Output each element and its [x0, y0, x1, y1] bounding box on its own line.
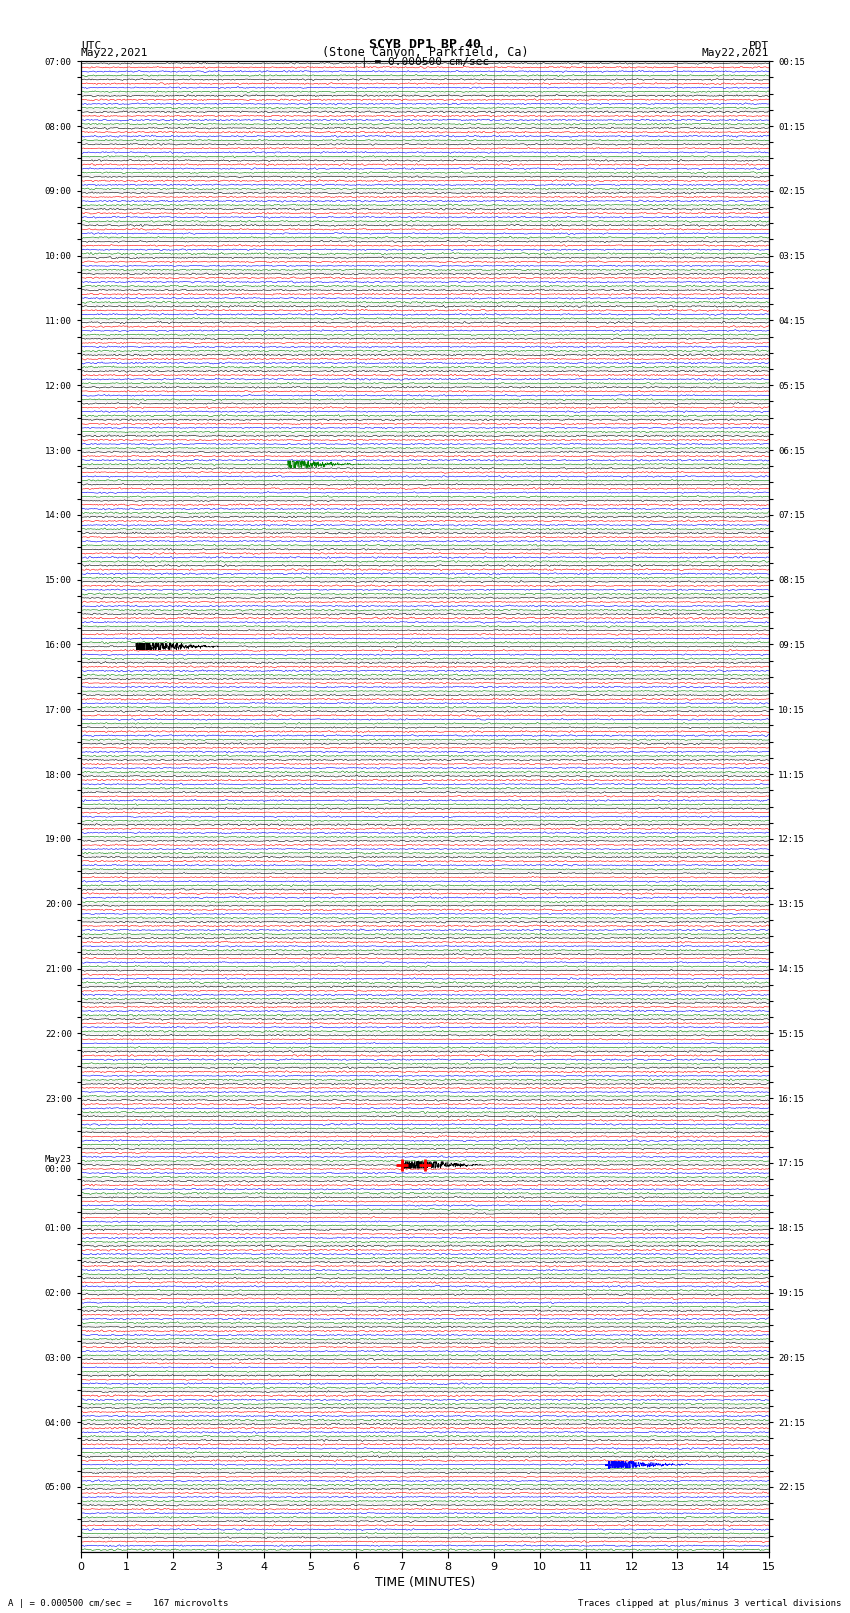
- Text: UTC: UTC: [81, 40, 101, 50]
- Text: SCYB DP1 BP 40: SCYB DP1 BP 40: [369, 37, 481, 50]
- Text: (Stone Canyon, Parkfield, Ca): (Stone Canyon, Parkfield, Ca): [321, 45, 529, 58]
- Text: A | = 0.000500 cm/sec =    167 microvolts: A | = 0.000500 cm/sec = 167 microvolts: [8, 1598, 229, 1608]
- Text: May22,2021: May22,2021: [81, 48, 148, 58]
- Text: May22,2021: May22,2021: [702, 48, 769, 58]
- Text: Traces clipped at plus/minus 3 vertical divisions: Traces clipped at plus/minus 3 vertical …: [578, 1598, 842, 1608]
- X-axis label: TIME (MINUTES): TIME (MINUTES): [375, 1576, 475, 1589]
- Text: PDT: PDT: [749, 40, 769, 50]
- Text: | = 0.000500 cm/sec: | = 0.000500 cm/sec: [361, 56, 489, 66]
